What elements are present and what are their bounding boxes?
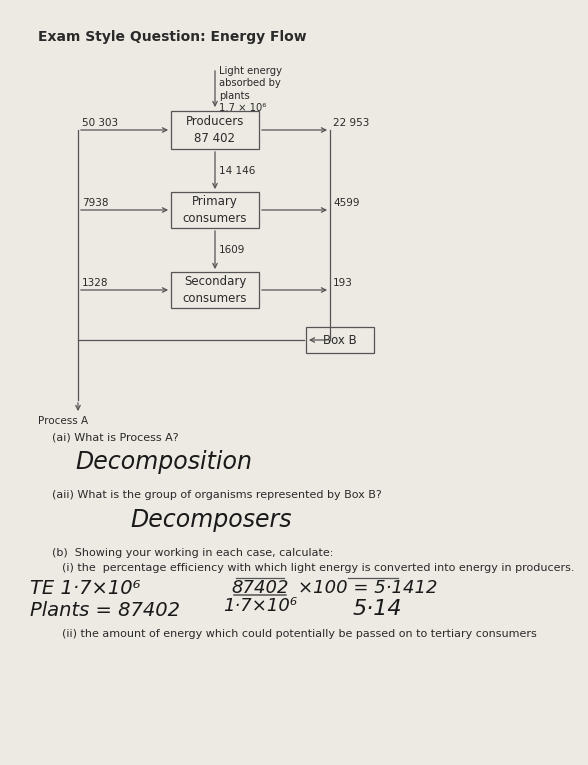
- Text: 22 953: 22 953: [333, 118, 369, 128]
- Bar: [171, 272, 259, 308]
- Text: 5·14: 5·14: [353, 599, 403, 619]
- Text: Plants = 87402: Plants = 87402: [30, 601, 180, 620]
- Text: Secondary
consumers: Secondary consumers: [183, 275, 247, 305]
- Text: Exam Style Question: Energy Flow: Exam Style Question: Energy Flow: [38, 30, 306, 44]
- Text: 1328: 1328: [82, 278, 109, 288]
- Text: 87402: 87402: [231, 579, 289, 597]
- Text: Light energy
absorbed by
plants
1.7 × 10⁶: Light energy absorbed by plants 1.7 × 10…: [219, 66, 282, 113]
- Text: (ai) What is Process A?: (ai) What is Process A?: [52, 432, 179, 442]
- Text: Producers
87 402: Producers 87 402: [186, 115, 244, 145]
- Text: 1·7×10⁶: 1·7×10⁶: [223, 597, 297, 615]
- Text: ×100 = 5·1412: ×100 = 5·1412: [298, 579, 437, 597]
- Text: Process A: Process A: [38, 416, 88, 426]
- Text: Decomposers: Decomposers: [130, 508, 292, 532]
- Bar: [171, 192, 259, 228]
- Text: (ii) the amount of energy which could potentially be passed on to tertiary consu: (ii) the amount of energy which could po…: [62, 629, 537, 639]
- Text: (b)  Showing your working in each case, calculate:: (b) Showing your working in each case, c…: [52, 548, 333, 558]
- Text: Primary
consumers: Primary consumers: [183, 195, 247, 225]
- Text: 4599: 4599: [333, 198, 359, 208]
- Text: (i) the  percentage efficiency with which light energy is converted into energy : (i) the percentage efficiency with which…: [62, 563, 574, 573]
- Text: Box B: Box B: [323, 334, 357, 347]
- Bar: [306, 327, 374, 353]
- Text: 50 303: 50 303: [82, 118, 118, 128]
- Text: (aii) What is the group of organisms represented by Box B?: (aii) What is the group of organisms rep…: [52, 490, 382, 500]
- Text: 14 146: 14 146: [219, 165, 255, 175]
- Bar: [171, 111, 259, 149]
- Text: 7938: 7938: [82, 198, 109, 208]
- Text: 193: 193: [333, 278, 353, 288]
- Text: Decomposition: Decomposition: [75, 450, 252, 474]
- Text: TE 1·7×10⁶: TE 1·7×10⁶: [30, 579, 141, 598]
- Text: 1609: 1609: [219, 245, 245, 255]
